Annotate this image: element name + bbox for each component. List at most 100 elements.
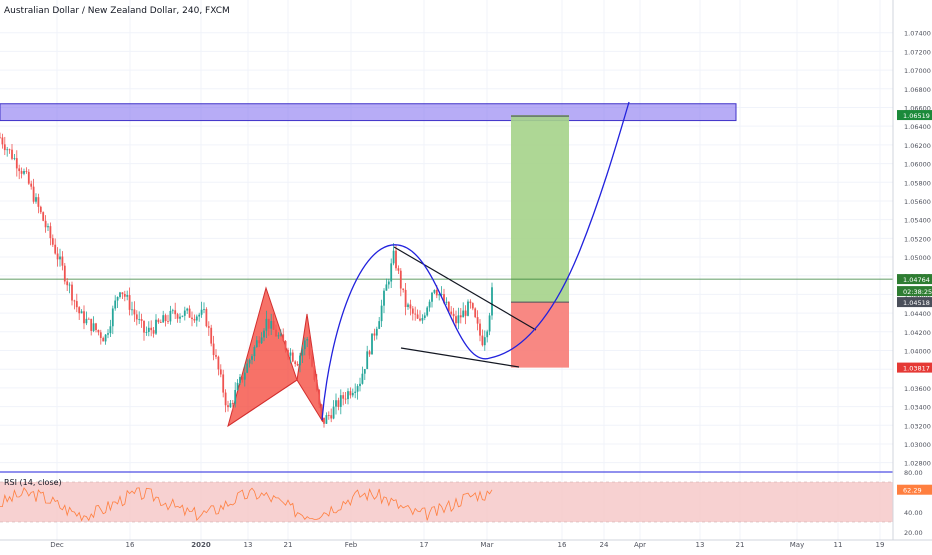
- candle-body: [246, 363, 249, 373]
- price-badge-text: 1.04764: [903, 276, 930, 284]
- candle-body: [399, 270, 402, 289]
- candle-body: [335, 400, 337, 407]
- x-tick-label: Dec: [50, 541, 64, 549]
- price-badge: [897, 362, 932, 373]
- candle-body: [224, 392, 227, 406]
- candle-body: [179, 316, 181, 319]
- candle-body: [481, 335, 484, 346]
- candle-body: [397, 268, 400, 271]
- candle-body: [380, 305, 383, 322]
- candle-body: [164, 315, 167, 322]
- rsi-label: RSI (14, close): [4, 478, 62, 487]
- y-tick-label: 1.05400: [904, 217, 931, 225]
- price-badge-text: 1.04518: [903, 299, 930, 307]
- y-tick-label: 1.07200: [904, 48, 931, 56]
- candle-body: [75, 301, 78, 308]
- candle-body: [459, 315, 462, 318]
- candle-body: [428, 301, 431, 308]
- candle-body: [119, 292, 121, 298]
- candle-body: [332, 406, 335, 419]
- candle-body: [325, 415, 328, 424]
- candle-body: [143, 320, 145, 333]
- candle-body: [1, 137, 4, 145]
- candle-body: [308, 339, 311, 356]
- candle-body: [231, 403, 234, 405]
- candle-body: [337, 400, 340, 407]
- candle-body: [443, 294, 445, 303]
- candle-body: [313, 366, 316, 380]
- candle-body: [35, 197, 37, 202]
- candle-body: [140, 319, 143, 321]
- candle-body: [30, 183, 33, 187]
- candle-body: [457, 315, 460, 324]
- candle-body: [361, 373, 364, 384]
- candle-body: [116, 297, 119, 301]
- candle-body: [327, 415, 330, 416]
- candle-body: [171, 310, 174, 312]
- candle-body: [42, 212, 45, 221]
- candle-body: [176, 314, 179, 319]
- candle-body: [229, 403, 232, 408]
- y-tick-label: 1.04000: [904, 347, 931, 355]
- candle-body: [320, 404, 323, 418]
- candle-body: [61, 256, 64, 266]
- candle-body: [3, 144, 6, 151]
- candle-body: [387, 281, 390, 285]
- candle-body: [25, 171, 28, 172]
- y-tick-label: 1.05200: [904, 235, 931, 243]
- rsi-value-badge: [897, 484, 932, 495]
- y-tick-label: 1.05600: [904, 198, 931, 206]
- candle-body: [217, 356, 220, 370]
- grid: [0, 0, 893, 540]
- candle-body: [421, 317, 424, 321]
- candle-body: [440, 294, 443, 295]
- candle-body: [253, 347, 256, 357]
- drawings-front: [321, 101, 630, 421]
- candle-body: [414, 313, 417, 315]
- candle-body: [447, 301, 450, 312]
- candle-body: [239, 376, 241, 383]
- candle-body: [47, 226, 49, 228]
- price-badge-text: 02:38:25: [903, 288, 932, 296]
- candle-body: [289, 352, 292, 356]
- candle-body: [13, 158, 16, 159]
- candle-body: [347, 391, 349, 400]
- candle-body: [411, 308, 414, 314]
- x-tick-label: 21: [736, 541, 745, 549]
- candle-body: [467, 301, 469, 316]
- candle-body: [56, 253, 59, 260]
- candle-body: [291, 352, 294, 362]
- candle-body: [227, 405, 229, 408]
- candle-body: [167, 321, 169, 322]
- candle-body: [183, 310, 186, 316]
- candle-body: [419, 318, 421, 321]
- candle-body: [267, 318, 270, 329]
- y-tick-label: 1.04400: [904, 310, 931, 318]
- candle-body: [356, 386, 359, 392]
- candle-body: [486, 331, 489, 338]
- candle-body: [203, 309, 205, 310]
- candle-body: [111, 308, 114, 327]
- candle-body: [263, 330, 265, 338]
- candle-body: [299, 355, 301, 366]
- x-tick-label: May: [790, 541, 804, 549]
- candle-body: [284, 341, 287, 350]
- candle-body: [133, 309, 136, 315]
- candle-body: [126, 295, 129, 297]
- rsi-tick-label: 40.00: [904, 509, 923, 517]
- candle-body: [68, 284, 71, 286]
- candle-body: [188, 308, 191, 318]
- candle-body: [471, 303, 474, 309]
- price-badge: [897, 286, 932, 297]
- candle-body: [354, 391, 357, 393]
- profit-zone: [511, 115, 569, 303]
- candle-body: [260, 337, 263, 344]
- candle-body: [32, 186, 35, 202]
- candle-body: [366, 351, 369, 370]
- candle-body: [306, 339, 309, 341]
- candle-body: [476, 317, 479, 324]
- candle-body: [152, 330, 155, 334]
- price-badge-text: 1.03817: [903, 365, 930, 373]
